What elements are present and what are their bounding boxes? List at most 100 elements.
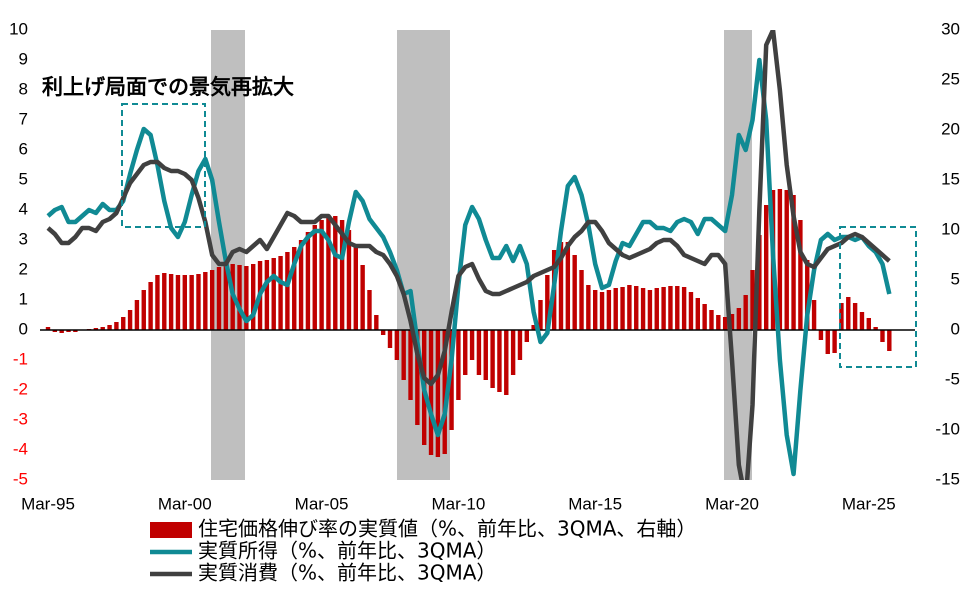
bar [490, 330, 495, 388]
bar [846, 297, 851, 330]
bar [504, 330, 509, 395]
x-tick-label: Mar-10 [431, 494, 485, 513]
bar [483, 330, 488, 380]
bar [168, 274, 174, 330]
bar [196, 274, 201, 330]
bar [661, 287, 666, 330]
bar [73, 330, 78, 332]
bar [654, 288, 659, 330]
bar [887, 330, 892, 351]
y-tick-label: 0 [19, 319, 28, 338]
x-tick-label: Mar-15 [568, 494, 622, 513]
bar [832, 330, 837, 353]
annotation: 利上げ局面での景気再拡大 [42, 75, 294, 99]
bar [531, 325, 536, 330]
bar [811, 300, 817, 330]
bar [852, 303, 858, 330]
bar [675, 286, 680, 330]
bar [716, 315, 721, 330]
bar [141, 290, 146, 330]
bar [497, 330, 502, 392]
y-tick-label: -3 [13, 409, 28, 428]
y-tick-label: 3 [19, 229, 28, 248]
bar [606, 290, 612, 330]
bar [565, 242, 571, 330]
bar [647, 290, 653, 330]
bar [640, 288, 646, 330]
bar [777, 189, 783, 330]
bar [114, 322, 119, 330]
bar [469, 330, 475, 360]
bar [880, 330, 885, 342]
bar [278, 256, 283, 330]
bar [401, 330, 406, 380]
bar [305, 232, 311, 330]
y-tick-label: 5 [19, 169, 28, 188]
highlight-box [121, 103, 206, 228]
y-tick-label: 10 [9, 19, 28, 38]
bar [764, 205, 769, 330]
bar [688, 292, 694, 330]
bar [292, 247, 297, 330]
bar [784, 190, 789, 330]
bar [374, 315, 379, 330]
x-tick-label: Mar-05 [295, 494, 349, 513]
recession-band [211, 30, 245, 480]
bar [312, 225, 317, 330]
bar [859, 312, 865, 330]
bar [93, 328, 99, 330]
bar [127, 310, 133, 330]
bar [620, 287, 625, 330]
bar [182, 275, 187, 330]
bar [476, 330, 482, 375]
bar [702, 304, 707, 330]
bar [709, 310, 714, 330]
bar [148, 282, 153, 330]
bar [216, 267, 222, 330]
bar [319, 220, 324, 330]
bar [175, 275, 181, 330]
bar [791, 195, 796, 330]
y2-tick-label: 30 [941, 19, 960, 38]
bar [873, 327, 878, 330]
y-tick-label: 4 [19, 199, 28, 218]
y-tick-label: 6 [19, 139, 28, 158]
bar [805, 260, 810, 330]
bar [866, 318, 871, 330]
bar [798, 220, 803, 330]
bar [593, 290, 598, 330]
bar [59, 330, 64, 333]
bar [428, 330, 434, 455]
bar [586, 285, 591, 330]
bar-group [45, 189, 892, 457]
y-tick-label: -2 [13, 379, 28, 398]
bar [121, 317, 126, 330]
x-tick-label: Mar-95 [21, 494, 75, 513]
bar [45, 327, 51, 330]
line [46, 30, 891, 480]
bar [442, 330, 447, 454]
bar [695, 298, 700, 330]
bar [839, 303, 844, 330]
bar [510, 330, 516, 375]
y-tick-label: -1 [13, 349, 28, 368]
y-tick-label: -5 [13, 469, 28, 488]
y2-tick-label: 10 [941, 219, 960, 238]
y2-tick-label: 0 [951, 319, 960, 338]
bar [209, 270, 215, 330]
y2-tick-label: -5 [945, 369, 960, 388]
x-tick-label: Mar-00 [158, 494, 212, 513]
bar [353, 245, 358, 330]
bar [155, 275, 160, 330]
recession-band [724, 30, 752, 480]
bar [613, 288, 618, 330]
bar [572, 255, 577, 330]
bar [743, 295, 748, 330]
bar [449, 330, 454, 430]
y-tick-label: 7 [19, 109, 28, 128]
bar [415, 330, 420, 425]
bar [360, 265, 365, 330]
y-tick-label: 8 [19, 79, 28, 98]
legend-label: 実質所得（%、前年比、3QMA） [198, 539, 496, 563]
